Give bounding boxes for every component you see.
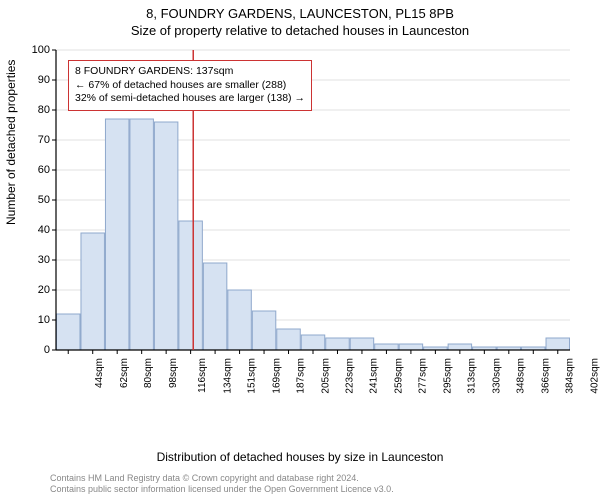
y-tick: 70 — [22, 134, 50, 146]
footer-line1: Contains HM Land Registry data © Crown c… — [50, 473, 394, 485]
y-tick: 60 — [22, 164, 50, 176]
x-tick: 313sqm — [467, 358, 478, 394]
y-axis-label: Number of detached properties — [4, 60, 18, 225]
x-tick: 151sqm — [247, 358, 258, 394]
annotation-line2: ← 67% of detached houses are smaller (28… — [75, 79, 305, 93]
x-tick: 44sqm — [94, 358, 105, 388]
y-tick: 100 — [22, 44, 50, 56]
x-tick: 187sqm — [296, 358, 307, 394]
x-tick: 223sqm — [345, 358, 356, 394]
footer: Contains HM Land Registry data © Crown c… — [50, 473, 394, 496]
x-tick: 348sqm — [516, 358, 527, 394]
x-tick: 402sqm — [589, 358, 600, 394]
x-tick: 116sqm — [197, 358, 208, 393]
x-tick: 277sqm — [418, 358, 429, 394]
y-tick: 80 — [22, 104, 50, 116]
x-tick: 295sqm — [442, 358, 453, 394]
subtitle: Size of property relative to detached ho… — [0, 23, 600, 38]
x-tick: 366sqm — [540, 358, 551, 394]
footer-line2: Contains public sector information licen… — [50, 484, 394, 496]
x-tick: 169sqm — [271, 358, 282, 394]
x-axis-label: Distribution of detached houses by size … — [0, 450, 600, 464]
y-tick: 10 — [22, 314, 50, 326]
x-tick: 384sqm — [565, 358, 576, 394]
x-tick: 134sqm — [222, 358, 233, 394]
x-tick: 330sqm — [491, 358, 502, 394]
annotation-line1: 8 FOUNDRY GARDENS: 137sqm — [75, 65, 305, 79]
y-tick: 30 — [22, 254, 50, 266]
y-tick: 90 — [22, 74, 50, 86]
chart-container: 8, FOUNDRY GARDENS, LAUNCESTON, PL15 8PB… — [0, 0, 600, 500]
address-title: 8, FOUNDRY GARDENS, LAUNCESTON, PL15 8PB — [0, 6, 600, 21]
y-tick: 50 — [22, 194, 50, 206]
y-tick: 20 — [22, 284, 50, 296]
y-tick: 0 — [22, 344, 50, 356]
annotation-line3: 32% of semi-detached houses are larger (… — [75, 92, 305, 106]
x-tick: 205sqm — [320, 358, 331, 394]
x-tick: 98sqm — [168, 358, 179, 388]
x-tick: 259sqm — [394, 358, 405, 394]
annotation-box: 8 FOUNDRY GARDENS: 137sqm ← 67% of detac… — [68, 60, 312, 111]
y-tick: 40 — [22, 224, 50, 236]
title-block: 8, FOUNDRY GARDENS, LAUNCESTON, PL15 8PB… — [0, 0, 600, 38]
x-tick: 62sqm — [119, 358, 130, 388]
x-tick: 80sqm — [143, 358, 154, 388]
x-tick: 241sqm — [369, 358, 380, 394]
